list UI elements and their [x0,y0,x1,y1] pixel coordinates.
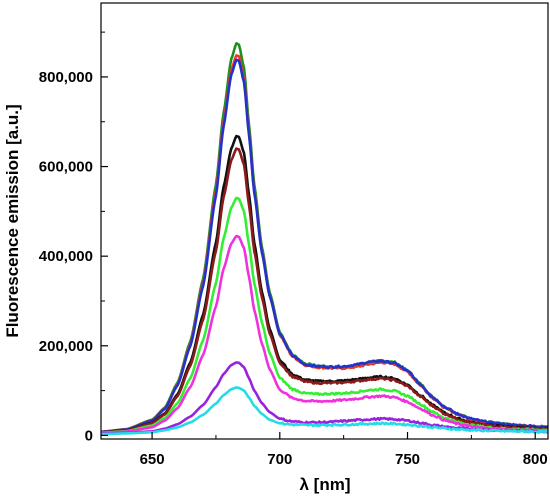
y-axis: 0 200,000 400,000 600,000 800,000 [39,31,108,444]
plot-frame [100,2,549,440]
y-tick-label: 600,000 [39,159,93,176]
x-tick-label: 800 [523,451,548,468]
series-line [101,58,548,434]
series-line [101,196,548,435]
x-tick-label: 700 [267,451,292,468]
y-tick-label: 0 [85,427,93,444]
y-tick-label: 800,000 [39,69,93,86]
x-axis-title: λ [nm] [300,475,351,494]
x-tick-label: 650 [140,451,165,468]
x-tick-label: 750 [395,451,420,468]
series-layer [101,42,548,436]
y-tick-label: 200,000 [39,338,93,355]
plot-area [101,3,548,439]
series-line [101,386,548,436]
x-axis: 650 700 750 800 [140,432,548,468]
series-line [101,234,548,435]
series-line [101,147,548,434]
y-axis-title: Fluorescence emission [a.u.] [3,104,22,337]
y-tick-label: 400,000 [39,248,93,265]
